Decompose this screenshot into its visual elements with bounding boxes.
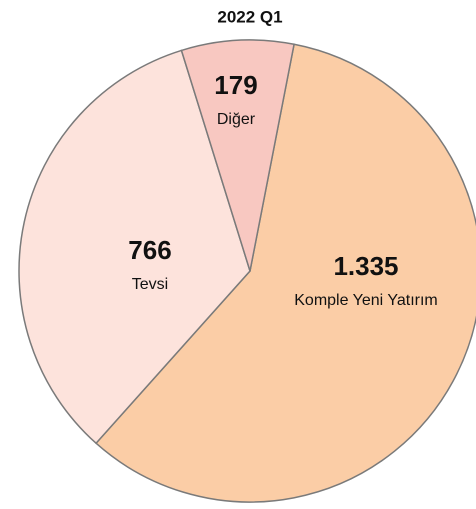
slice-label: Komple Yeni Yatırım	[294, 292, 438, 309]
slice-label: Diğer	[217, 111, 256, 128]
pie-slice	[95, 43, 476, 503]
value-label: 1.335	[333, 251, 398, 281]
value-label: 179	[214, 70, 257, 100]
chart-title: 2022 Q1	[217, 7, 282, 26]
pie-slice	[18, 49, 251, 445]
slice-label: Tevsi	[132, 276, 168, 293]
pie-slice	[180, 39, 295, 272]
value-label: 766	[128, 235, 171, 265]
